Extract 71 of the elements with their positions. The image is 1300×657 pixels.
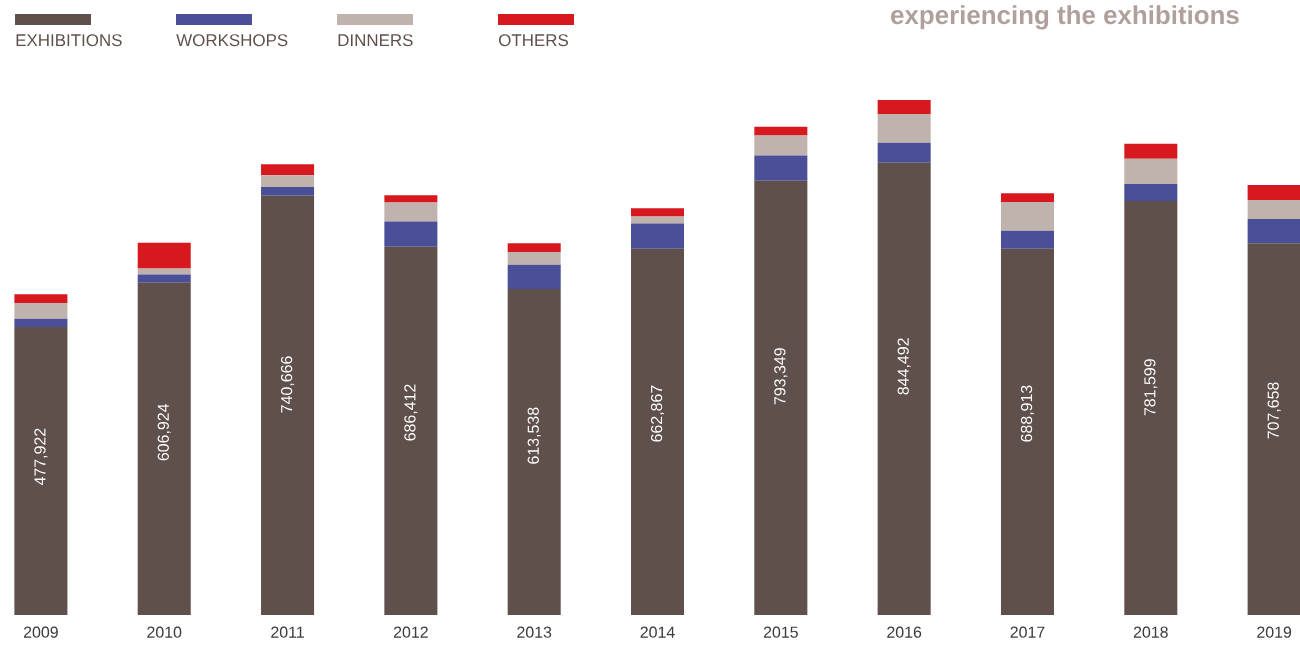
annotation: 688,913 <box>1020 385 1035 442</box>
annotation: 613,538 <box>527 407 541 464</box>
bar <box>754 126 808 136</box>
legend-label: DINNERS <box>338 34 413 47</box>
bar <box>1124 200 1178 615</box>
annotation: 686,412 <box>404 384 418 441</box>
x-tick-label: 2016 <box>887 626 922 638</box>
bar <box>384 221 438 247</box>
bar <box>1000 201 1054 231</box>
bar <box>507 264 561 289</box>
bar <box>507 251 561 265</box>
bar <box>507 289 561 615</box>
bar <box>877 142 931 163</box>
bar <box>384 195 438 203</box>
bar <box>1124 183 1178 201</box>
bar <box>1124 158 1178 184</box>
bar <box>1000 248 1054 615</box>
bar <box>261 187 315 196</box>
bar <box>261 164 315 176</box>
bar <box>754 155 808 181</box>
annotation: 662,867 <box>650 385 665 442</box>
x-tick-label: 2018 <box>1133 626 1168 638</box>
bar <box>1247 199 1300 219</box>
x-tick-label: 2012 <box>393 626 428 638</box>
bar <box>631 208 685 217</box>
bar <box>1247 218 1300 244</box>
x-tick-label: 2009 <box>23 626 58 638</box>
x-tick-label: 2010 <box>147 626 182 638</box>
bar <box>877 113 931 143</box>
legend-label: OTHERS <box>499 34 568 47</box>
annotation: 740,666 <box>280 356 295 413</box>
x-tick-label: 2011 <box>271 626 304 638</box>
bar <box>384 202 438 222</box>
bar <box>754 180 808 615</box>
bar <box>754 135 808 156</box>
bar <box>507 243 561 252</box>
bar <box>14 302 68 319</box>
bar <box>14 294 68 303</box>
bar <box>137 242 191 269</box>
bar <box>631 248 685 615</box>
bar <box>14 318 68 328</box>
bar <box>1247 184 1300 200</box>
annotation: 707,658 <box>1267 382 1281 439</box>
bar <box>137 282 191 615</box>
annotation: 477,922 <box>34 428 48 486</box>
chart-title: experiencing the exhibitions <box>891 5 1239 30</box>
bar <box>137 268 191 275</box>
x-tick-label: 2013 <box>517 626 552 638</box>
bar <box>1247 243 1300 615</box>
x-tick-label: 2017 <box>1010 626 1045 638</box>
bar <box>1000 193 1054 202</box>
annotation: 606,924 <box>157 403 171 461</box>
annotation: 793,349 <box>774 348 788 405</box>
annotation: 781,599 <box>1144 359 1158 416</box>
legend-label: WORKSHOPS <box>176 34 288 47</box>
x-tick-label: 2014 <box>640 626 675 638</box>
bar <box>14 327 68 615</box>
bar <box>631 223 685 249</box>
bar <box>877 162 931 615</box>
bar <box>631 216 685 224</box>
legend-label: EXHIBITIONS <box>16 34 122 47</box>
bar <box>1124 143 1178 159</box>
bar <box>137 274 191 283</box>
x-tick-label: 2019 <box>1257 626 1292 638</box>
x-tick-label: 2015 <box>763 626 798 638</box>
bar <box>261 195 315 615</box>
bar <box>1000 230 1054 249</box>
annotation: 844,492 <box>897 338 911 395</box>
bar <box>877 99 931 114</box>
bar <box>384 246 438 615</box>
bar <box>261 175 315 188</box>
